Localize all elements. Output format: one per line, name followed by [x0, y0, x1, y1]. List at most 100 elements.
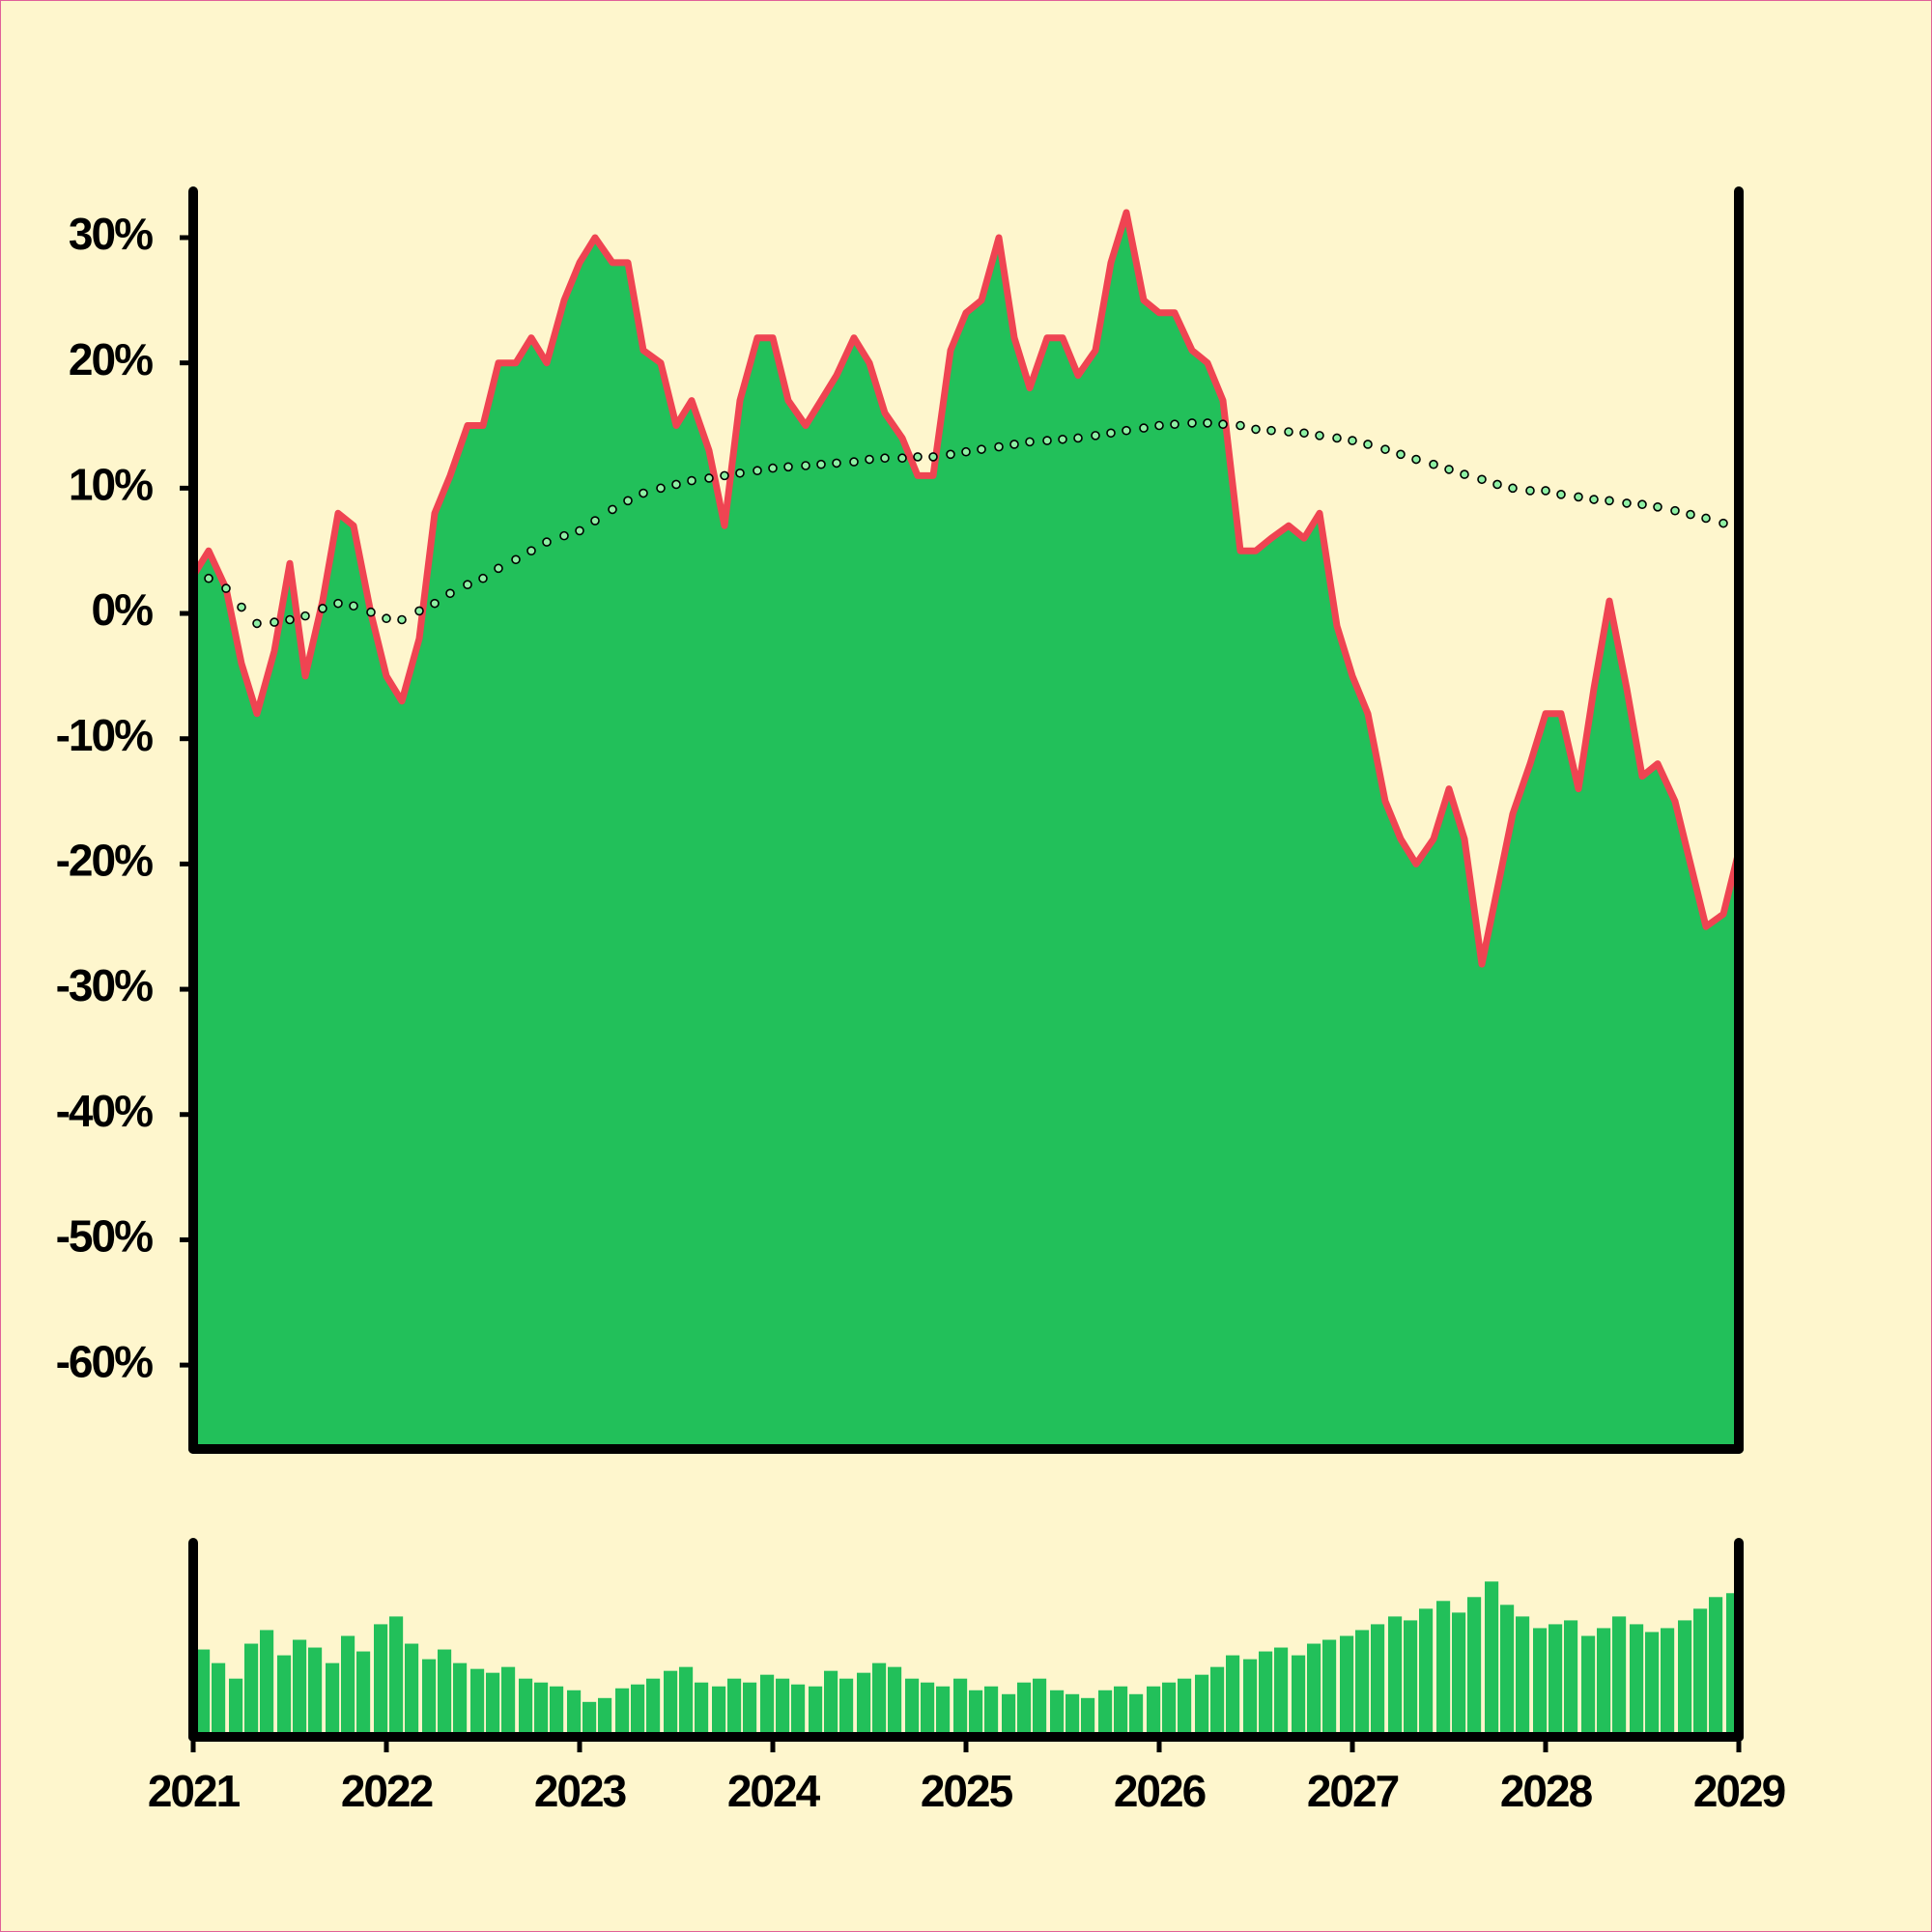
volume-bar — [664, 1670, 678, 1737]
volume-bar — [598, 1697, 612, 1737]
ma-dot — [865, 454, 874, 465]
ma-dot — [204, 573, 213, 583]
ma-dot — [816, 459, 826, 469]
ma-dot — [575, 526, 584, 536]
volume-bar — [1322, 1639, 1337, 1737]
ma-dot — [366, 607, 376, 617]
ma-dot — [832, 458, 841, 469]
ma-dot — [656, 483, 666, 494]
x-tick-label: 2028 — [1500, 1766, 1593, 1816]
volume-bar — [1500, 1605, 1515, 1737]
ma-dot — [880, 453, 890, 464]
x-tick-label: 2026 — [1114, 1766, 1206, 1816]
x-tick-label: 2025 — [921, 1766, 1013, 1816]
ma-dot — [801, 461, 810, 470]
volume-bar — [550, 1686, 564, 1737]
ma-dot — [1284, 427, 1293, 437]
volume-bar — [1098, 1690, 1113, 1737]
ma-dot — [1299, 428, 1309, 439]
y-tick-label: -20% — [56, 836, 153, 886]
ma-dot — [397, 614, 407, 625]
volume-bar — [534, 1682, 549, 1737]
volume-bar — [341, 1635, 355, 1737]
volume-bar — [260, 1630, 274, 1737]
ma-dot — [1170, 419, 1179, 430]
ma-dot — [1444, 465, 1454, 474]
y-tick-label: -10% — [56, 710, 153, 760]
ma-dot — [430, 598, 440, 609]
volume-bar — [1612, 1616, 1627, 1737]
y-tick-label: -30% — [56, 960, 153, 1010]
volume-bar — [1274, 1647, 1289, 1737]
volume-bar — [519, 1678, 533, 1737]
ma-dot — [1508, 483, 1518, 494]
ma-dot — [1411, 454, 1421, 465]
ma-dot — [1187, 418, 1197, 428]
volume-bar — [1581, 1635, 1596, 1737]
ma-dot — [1106, 428, 1116, 439]
area-line — [190, 209, 1743, 968]
volume-bar — [1371, 1624, 1385, 1737]
x-tick-label: 2024 — [727, 1766, 821, 1816]
volume-bar — [776, 1678, 790, 1737]
ma-dot — [623, 496, 633, 506]
volume-bar — [1050, 1690, 1065, 1737]
volume-bar — [1436, 1601, 1451, 1737]
ma-dot — [1073, 433, 1083, 443]
volume-bar — [1485, 1581, 1499, 1737]
ma-dot — [897, 453, 907, 464]
ma-dot — [1122, 425, 1131, 436]
volume-bar — [405, 1643, 419, 1737]
volume-bar — [888, 1666, 902, 1737]
ma-dot — [735, 468, 745, 478]
volume-bar — [1162, 1682, 1177, 1737]
ma-dot — [768, 463, 778, 473]
volume-bar — [839, 1678, 854, 1737]
x-tick-label: 2027 — [1307, 1766, 1399, 1816]
ma-dot — [445, 588, 455, 599]
x-tick-label: 2023 — [534, 1766, 626, 1816]
ma-dot — [1396, 449, 1406, 460]
volume-bar — [582, 1701, 597, 1737]
volume-bar — [1147, 1686, 1161, 1737]
ma-dot — [1670, 505, 1680, 516]
ma-dot — [285, 614, 295, 625]
volume-bar — [1340, 1635, 1354, 1737]
y-tick-label: -60% — [56, 1336, 153, 1386]
ma-dot — [333, 598, 343, 609]
ma-dot — [237, 602, 246, 612]
ma-dot — [928, 452, 938, 462]
volume-bar — [1226, 1655, 1240, 1737]
volume-bar — [1307, 1643, 1321, 1737]
volume-bar — [1081, 1697, 1095, 1737]
ma-dot — [559, 530, 569, 541]
y-tick-label: 20% — [69, 334, 153, 384]
ma-dot — [946, 449, 955, 460]
volume-bar — [809, 1686, 823, 1737]
ma-dot — [221, 583, 231, 593]
volume-bar — [646, 1678, 661, 1737]
ma-dot — [961, 446, 971, 457]
ma-dot — [849, 457, 859, 467]
ma-dot — [1525, 486, 1535, 496]
volume-bar — [1661, 1628, 1675, 1737]
volume-bar — [679, 1666, 694, 1737]
volume-bar — [743, 1682, 757, 1737]
volume-bar — [695, 1682, 709, 1737]
volume-bar — [374, 1624, 388, 1737]
volume-bar — [1114, 1686, 1128, 1737]
volume-bar — [631, 1684, 645, 1737]
volume-bar — [1017, 1682, 1032, 1737]
ma-dot — [1637, 499, 1647, 510]
ma-dot — [590, 516, 600, 526]
ma-dot — [542, 537, 552, 547]
ma-dot — [994, 441, 1004, 452]
volume-bar — [1388, 1616, 1403, 1737]
ma-dot — [1348, 436, 1357, 445]
ma-dot — [1042, 436, 1052, 445]
volume-bar — [470, 1668, 485, 1737]
ma-dot — [1622, 498, 1632, 508]
ma-dot — [1605, 496, 1614, 506]
ma-dot — [1251, 424, 1261, 435]
